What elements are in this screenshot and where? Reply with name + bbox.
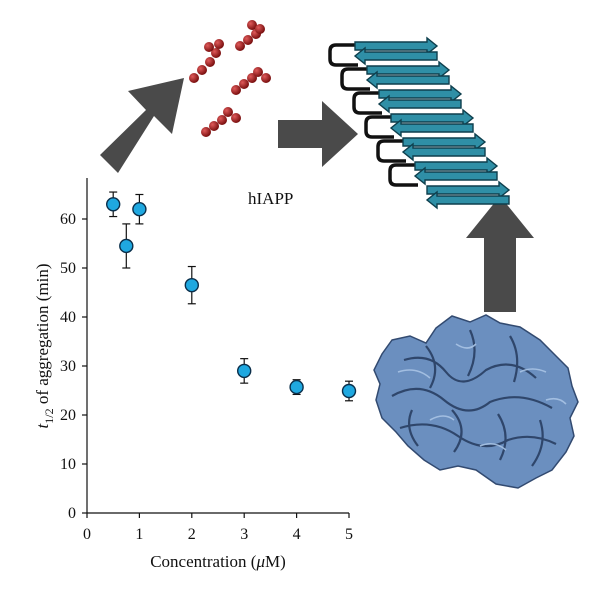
x-tick-label: 3	[240, 526, 248, 543]
x-tick-label: 1	[135, 526, 143, 543]
monomer-chain	[231, 67, 271, 95]
data-point	[184, 277, 200, 293]
data-point	[105, 197, 121, 212]
x-tick-label: 2	[188, 526, 196, 543]
x-tick-label: 4	[293, 526, 301, 543]
fibril-turn	[388, 163, 418, 187]
y-axis-label: t1/2 of aggregation (min)	[33, 263, 56, 428]
data-point	[341, 383, 357, 399]
monomer-chain	[189, 39, 224, 83]
monomer-chain	[235, 20, 265, 51]
y-tick-label: 0	[68, 505, 76, 522]
fibril-turn	[352, 91, 382, 115]
beta-strand	[354, 36, 439, 56]
beta-strand	[353, 46, 438, 66]
beta-strand	[425, 190, 510, 210]
beta-strand	[390, 108, 475, 128]
beta-strand	[377, 94, 462, 114]
y-tick-label: 40	[60, 309, 76, 326]
beta-strand	[414, 156, 499, 176]
beta-strand	[402, 132, 487, 152]
fibril-turn	[376, 139, 406, 163]
arrow-up	[466, 196, 534, 312]
protein-surface-icon	[373, 314, 579, 489]
arrow-up-right	[100, 78, 184, 173]
beta-strand	[389, 118, 474, 138]
data-point	[119, 238, 134, 254]
fibril-turn	[364, 115, 394, 139]
data-point	[289, 379, 304, 395]
y-tick-label: 20	[60, 407, 76, 424]
x-axis-label: Concentration (μM)	[150, 552, 286, 571]
x-tick-label: 0	[83, 526, 91, 543]
y-tick-label: 10	[60, 456, 76, 473]
data-point	[132, 201, 147, 217]
beta-strand	[426, 180, 511, 200]
amyloid-fibril-icon	[328, 36, 511, 210]
arrow-right	[278, 101, 358, 167]
beta-strand	[365, 70, 450, 90]
beta-strand	[366, 60, 451, 80]
monomer-chain	[201, 107, 241, 137]
fibril-turn	[328, 43, 358, 67]
scatter-chart: 0 10 20 30 40 50 60 0 1 2 3 4 5 hIAPP Concentration…	[33, 178, 357, 571]
y-tick-label: 50	[60, 260, 76, 277]
beta-strand	[378, 84, 463, 104]
data-point	[236, 363, 252, 379]
monomer-icon	[189, 20, 271, 137]
beta-strand	[401, 142, 486, 162]
x-tick-label: 5	[345, 526, 353, 543]
y-tick-label: 30	[60, 358, 76, 375]
y-tick-label: 60	[60, 211, 76, 228]
fibril-turn	[340, 67, 370, 91]
beta-strand	[413, 166, 498, 186]
annotation-label: hIAPP	[248, 189, 293, 208]
